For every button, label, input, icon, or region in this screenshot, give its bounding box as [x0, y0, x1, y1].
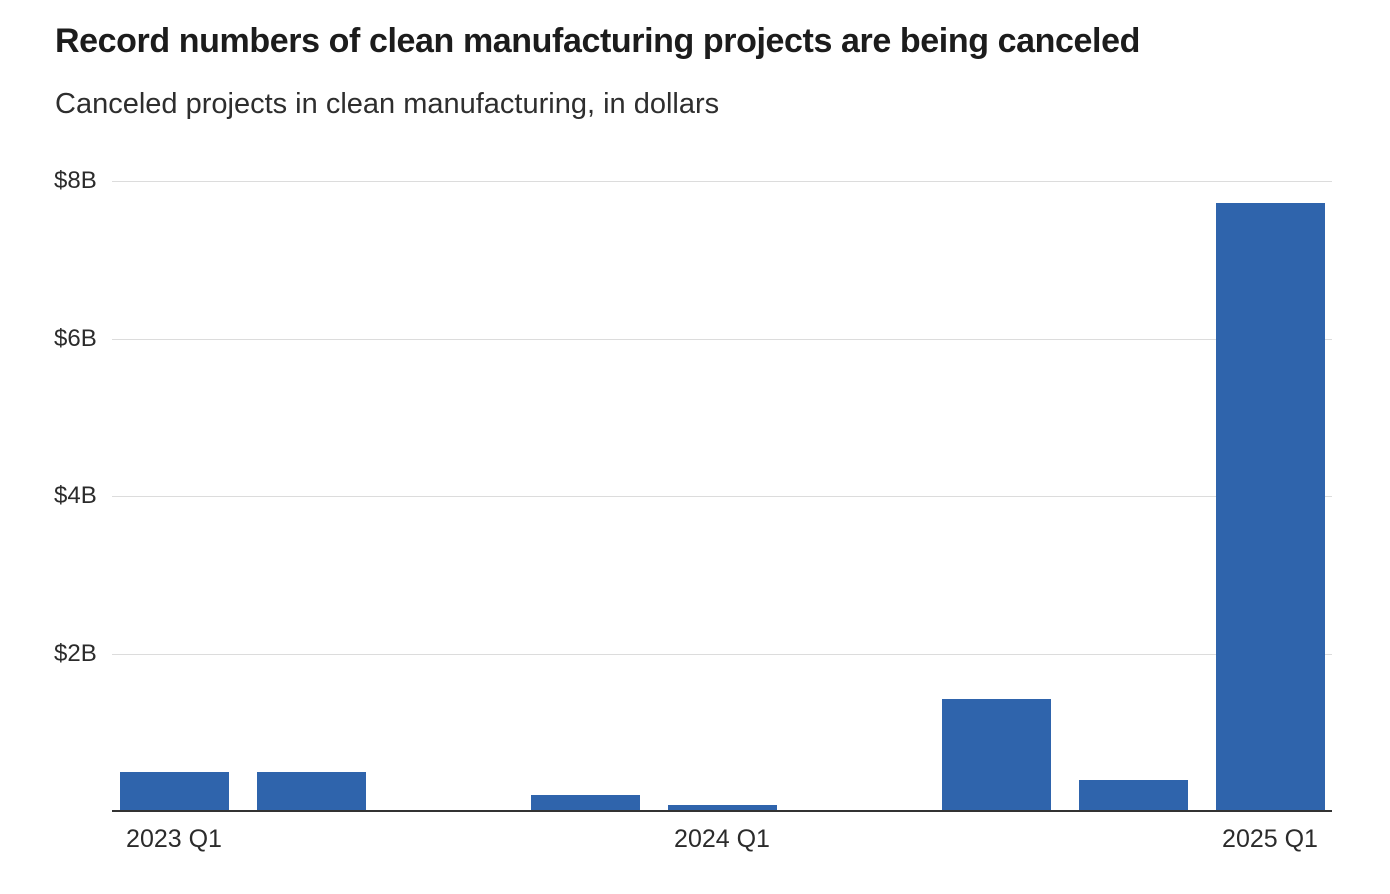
- x-axis-tick-label: 2023 Q1: [126, 825, 222, 853]
- chart-title: Record numbers of clean manufacturing pr…: [55, 22, 1140, 60]
- bar-2024-q4: [1078, 780, 1188, 811]
- bar-2023-q4: [530, 795, 640, 811]
- gridline-8b: [112, 181, 1332, 182]
- bar-2025-q1: [1215, 203, 1325, 811]
- plot-area: $2B $4B $6B $8B 2023 Q1 2024 Q1 2025 Q1: [54, 168, 1332, 853]
- x-axis-tick-label: 2024 Q1: [674, 825, 770, 853]
- gridline-6b: [112, 338, 1332, 340]
- gridline-2b: [112, 653, 1332, 655]
- bar-2023-q1: [119, 771, 229, 811]
- bar-2023-q2: [256, 771, 366, 811]
- x-axis-tick-label: 2025 Q1: [1222, 825, 1318, 853]
- gridline-4b: [112, 496, 1332, 497]
- y-axis-tick-label: $8B: [54, 167, 97, 194]
- chart-subtitle: Canceled projects in clean manufacturing…: [55, 88, 720, 120]
- y-axis-tick-label: $4B: [54, 482, 97, 509]
- bar-2024-q1: [667, 804, 777, 811]
- y-axis-tick-label: $2B: [54, 639, 97, 667]
- y-axis-tick-label: $6B: [54, 324, 97, 352]
- bar-2024-q3: [941, 699, 1051, 811]
- x-axis-line: [112, 810, 1332, 812]
